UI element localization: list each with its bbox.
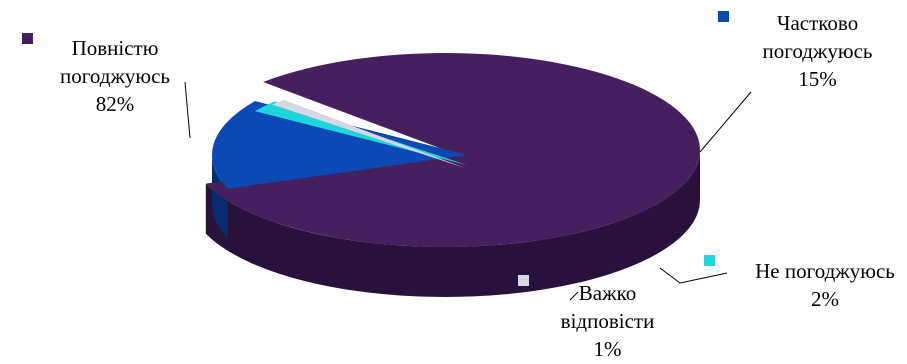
data-label-line: погоджуюсь	[762, 39, 872, 63]
pie-slice-1	[212, 101, 467, 189]
data-labels: Повністю погоджуюсь 82% Частково погоджуюсь 1…	[22, 11, 895, 361]
data-label-line: Частково	[777, 11, 858, 35]
legend-marker-3	[518, 275, 529, 286]
pie-slice-0	[205, 52, 700, 247]
slice-tops	[205, 52, 700, 247]
leader-line-2	[659, 267, 728, 284]
data-label-line: 2%	[811, 287, 839, 311]
data-label-line: Повністю	[72, 36, 159, 60]
data-label-line: 1%	[594, 337, 622, 359]
data-label-1: Частково погоджуюсь 15%	[762, 11, 872, 91]
data-label-line: Важко	[579, 281, 636, 305]
data-label-line: Не погоджуюсь	[755, 259, 895, 283]
slice-side-1	[212, 155, 228, 239]
leader-line-3	[569, 291, 579, 301]
data-label-3: Важко відповісти 1%	[561, 281, 655, 359]
legend-marker-0	[22, 33, 33, 44]
data-label-line: погоджуюсь	[60, 64, 170, 88]
pie-slice-3	[272, 100, 465, 168]
data-label-line: 82%	[96, 92, 135, 116]
leader-line-1	[699, 91, 752, 153]
data-label-2: Не погоджуюсь 2%	[755, 259, 895, 311]
legend-marker-1	[718, 11, 729, 22]
data-label-0: Повністю погоджуюсь 82%	[60, 36, 170, 116]
legend-marker-2	[704, 255, 715, 266]
data-label-line: 15%	[798, 67, 837, 91]
slice-side-0	[205, 150, 700, 298]
data-label-line: відповісти	[561, 309, 655, 333]
leader-lines	[184, 81, 752, 301]
leader-line-0	[184, 81, 191, 139]
